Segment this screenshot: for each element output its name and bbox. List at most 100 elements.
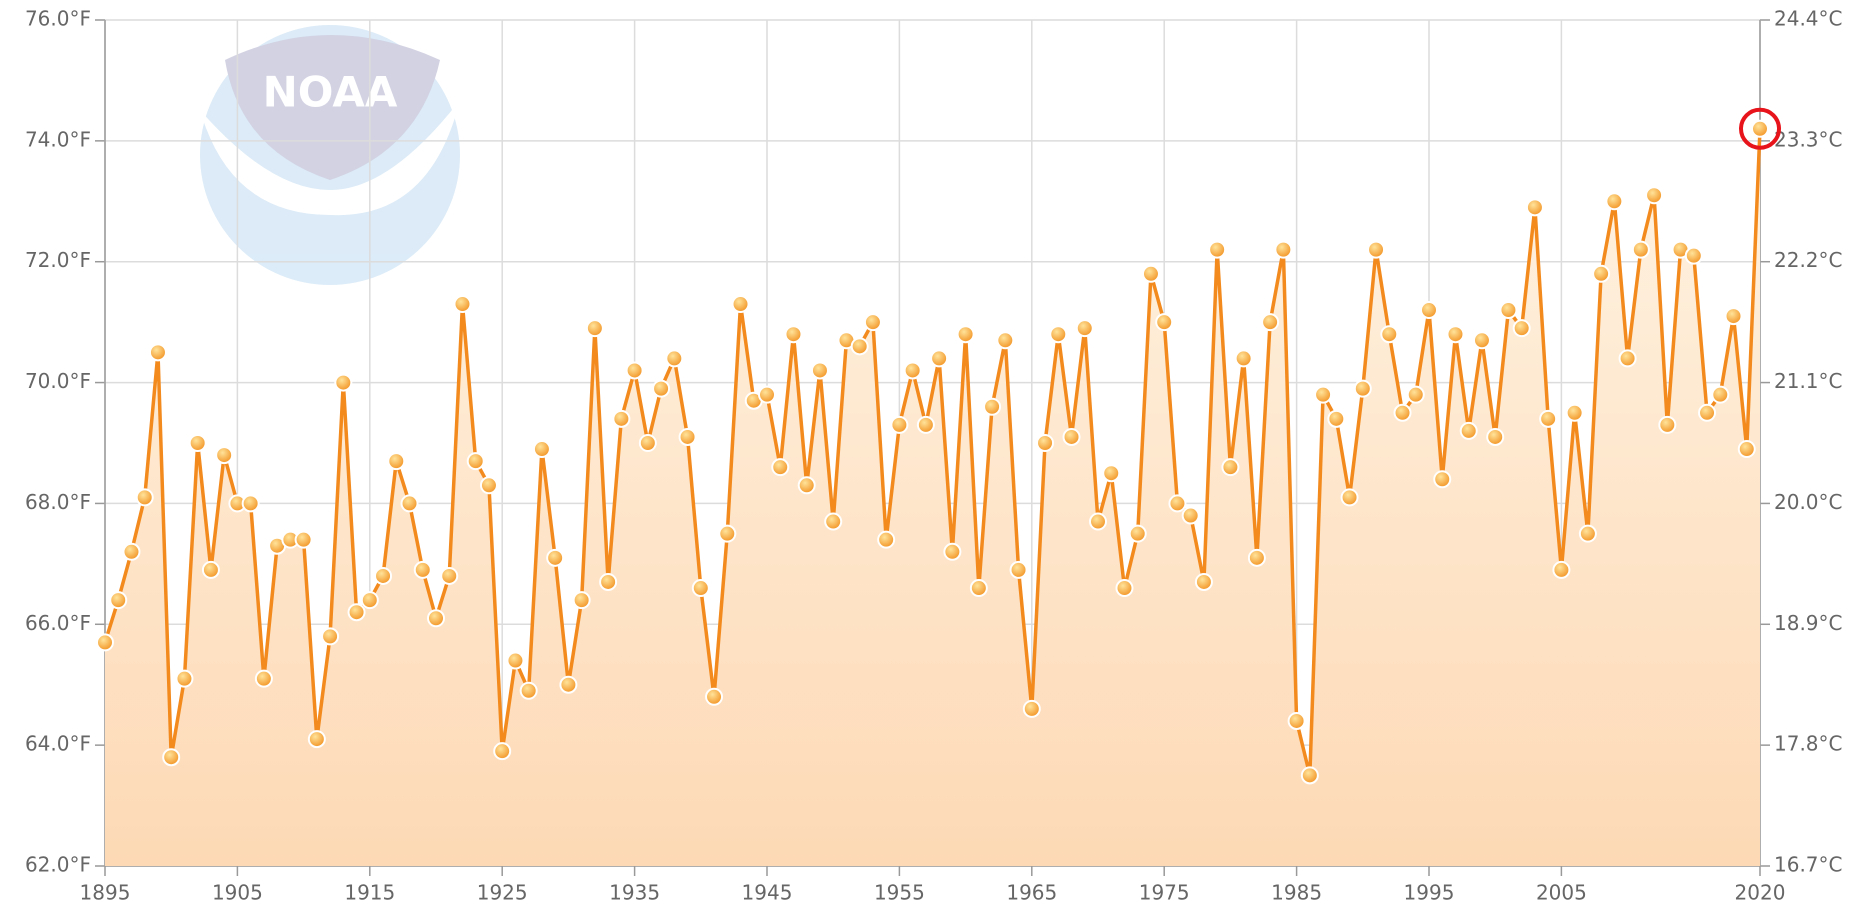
point xyxy=(612,409,631,428)
y2-tick-label: 21.1°C xyxy=(1774,369,1843,393)
point xyxy=(718,524,737,543)
point xyxy=(1751,119,1769,138)
point xyxy=(506,651,525,670)
point xyxy=(321,627,340,646)
point xyxy=(1631,240,1650,259)
point xyxy=(493,742,512,761)
point xyxy=(1155,313,1174,332)
y-tick-label: 76.0°F xyxy=(25,7,91,31)
point xyxy=(1009,560,1028,579)
highlight-ring xyxy=(1739,107,1781,150)
point xyxy=(1459,421,1478,440)
point xyxy=(585,319,604,338)
point xyxy=(466,452,485,471)
y-tick-label: 70.0°F xyxy=(25,369,91,393)
point xyxy=(374,566,393,585)
point xyxy=(969,579,988,598)
point xyxy=(1472,331,1491,350)
point xyxy=(1592,264,1611,283)
x-tick-label: 1975 xyxy=(1139,881,1190,905)
point xyxy=(241,494,260,513)
point xyxy=(122,542,141,561)
point xyxy=(1247,548,1266,567)
area xyxy=(105,128,1760,866)
point xyxy=(758,385,776,404)
point xyxy=(1208,240,1227,259)
y2-tick-label: 17.8°C xyxy=(1774,732,1843,756)
point xyxy=(784,325,803,344)
point xyxy=(824,512,843,531)
y-tick-label: 64.0°F xyxy=(25,732,91,756)
point xyxy=(1089,512,1107,531)
point xyxy=(307,730,326,749)
point xyxy=(1420,301,1438,320)
point xyxy=(1380,325,1399,344)
x-tick-label: 1915 xyxy=(344,881,395,905)
point xyxy=(453,295,472,314)
point xyxy=(519,681,538,700)
point xyxy=(1446,325,1465,344)
y2-tick-label: 18.9°C xyxy=(1774,611,1843,635)
point xyxy=(678,427,697,446)
x-tick-label: 1925 xyxy=(477,881,528,905)
y-tick-label: 72.0°F xyxy=(25,248,91,272)
point xyxy=(996,331,1015,350)
point xyxy=(135,488,154,507)
point xyxy=(1499,301,1518,320)
point xyxy=(1022,699,1041,718)
point xyxy=(1486,427,1505,446)
point xyxy=(943,542,962,561)
x-tick-label: 1895 xyxy=(80,881,131,905)
point xyxy=(1234,349,1253,368)
point xyxy=(1393,403,1412,422)
point xyxy=(652,379,671,398)
point xyxy=(1340,488,1359,507)
point xyxy=(479,476,498,495)
point xyxy=(1724,307,1743,326)
point xyxy=(1049,325,1068,344)
point xyxy=(360,591,379,610)
point xyxy=(1565,403,1584,422)
point xyxy=(1300,766,1319,785)
y-tick-label: 74.0°F xyxy=(25,127,91,151)
point xyxy=(810,361,829,380)
point xyxy=(175,669,194,688)
point xyxy=(294,530,313,549)
point xyxy=(1711,385,1730,404)
point xyxy=(1539,409,1558,428)
point xyxy=(1658,415,1677,434)
point xyxy=(334,373,353,392)
x-tick-label: 1965 xyxy=(1006,881,1057,905)
point xyxy=(1168,494,1187,513)
point xyxy=(1115,579,1134,598)
point xyxy=(930,349,949,368)
point xyxy=(215,446,234,465)
point xyxy=(1737,440,1756,459)
point xyxy=(1314,385,1333,404)
point xyxy=(1141,264,1160,283)
x-tick-label: 2005 xyxy=(1536,881,1587,905)
y2-tick-label: 20.0°C xyxy=(1774,490,1843,514)
point xyxy=(638,434,657,452)
point xyxy=(1512,319,1531,338)
x-tick-label: 1945 xyxy=(742,881,793,905)
point xyxy=(1525,198,1544,217)
point xyxy=(1406,385,1425,404)
point xyxy=(705,687,724,706)
point xyxy=(96,633,114,652)
point xyxy=(731,295,750,314)
svg-text:NOAA: NOAA xyxy=(263,68,398,117)
y2-tick-label: 22.2°C xyxy=(1774,248,1843,272)
point xyxy=(877,530,896,549)
x-tick-label: 2020 xyxy=(1735,881,1786,905)
point xyxy=(1552,560,1571,579)
point xyxy=(188,434,207,452)
point xyxy=(1062,427,1081,446)
point xyxy=(890,415,909,434)
point xyxy=(1128,524,1147,543)
point xyxy=(599,572,618,591)
x-tick-label: 1995 xyxy=(1404,881,1455,905)
x-tick-label: 1985 xyxy=(1271,881,1322,905)
point xyxy=(1605,192,1624,211)
